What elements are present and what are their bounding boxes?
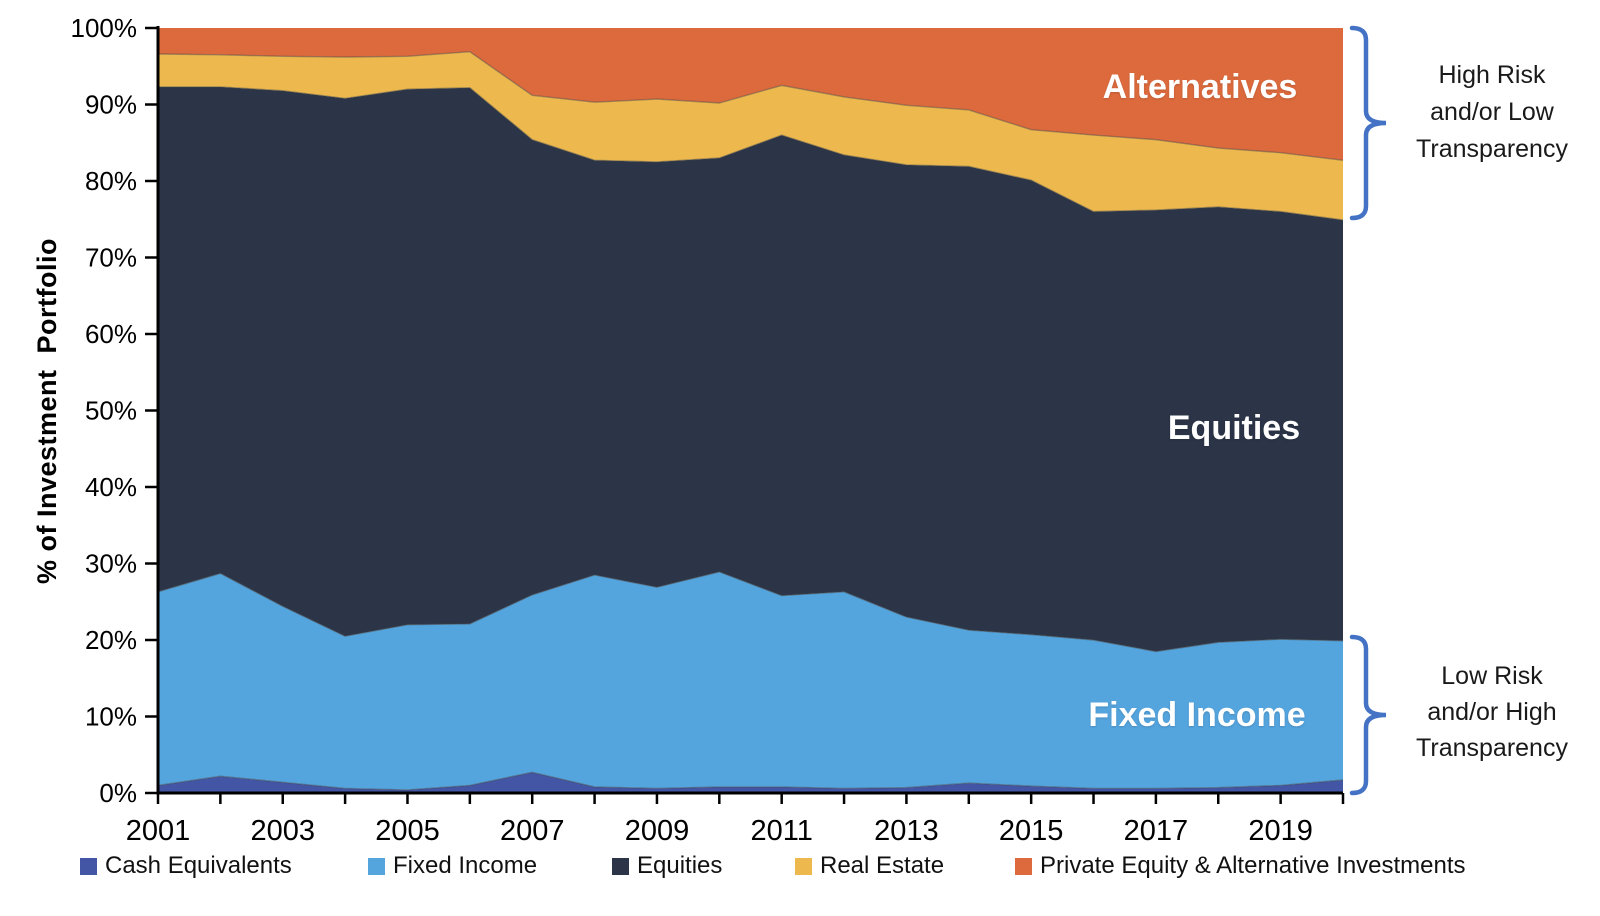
high-risk-line-2: and/or Low bbox=[1430, 98, 1554, 126]
area-private-equity-alternative-investments bbox=[158, 28, 1343, 161]
x-tick-label: 2003 bbox=[250, 815, 315, 847]
y-tick-label: 60% bbox=[85, 319, 137, 349]
boundary-real-estate bbox=[157, 50, 1344, 161]
equities-area-label: Equities bbox=[1167, 409, 1301, 447]
high-risk-line-3: Transparency bbox=[1416, 135, 1568, 163]
area-fixed-income bbox=[158, 571, 1343, 790]
low-risk-annotation: Low Risk and/or High Transparency bbox=[1392, 658, 1592, 766]
low-risk-line-3: Transparency bbox=[1416, 734, 1568, 762]
alternatives-area-label: Alternatives bbox=[1102, 68, 1298, 106]
low-risk-bracket bbox=[1349, 634, 1387, 796]
area-equities bbox=[158, 86, 1343, 652]
x-tick-label: 2001 bbox=[126, 815, 191, 847]
y-axis-title: % of Investment Portfolio bbox=[32, 237, 62, 585]
low-risk-line-1: Low Risk bbox=[1441, 662, 1543, 690]
y-tick-label: 90% bbox=[85, 90, 137, 120]
y-tick-label: 70% bbox=[85, 243, 137, 273]
y-tick-label: 20% bbox=[85, 625, 137, 655]
y-tick-label: 10% bbox=[85, 702, 137, 732]
y-tick-label: 80% bbox=[85, 166, 137, 196]
boundary-cash-equivalents bbox=[157, 771, 1344, 791]
x-tick-label: 2019 bbox=[1248, 815, 1313, 847]
x-tick-label: 2015 bbox=[999, 815, 1064, 847]
y-tick-label: 0% bbox=[99, 778, 137, 808]
low-risk-line-2: and/or High bbox=[1427, 698, 1557, 726]
x-tick-label: 2017 bbox=[1124, 815, 1189, 847]
y-tick-label: 100% bbox=[71, 13, 138, 43]
boundary-equities bbox=[158, 86, 1344, 221]
y-tick-label: 40% bbox=[85, 472, 137, 502]
area-real-estate bbox=[158, 51, 1343, 221]
high-risk-annotation: High Risk and/or Low Transparency bbox=[1392, 57, 1592, 168]
x-tick-label: 2013 bbox=[874, 815, 939, 847]
x-tick-label: 2007 bbox=[500, 815, 565, 847]
x-tick-label: 2009 bbox=[625, 815, 690, 847]
x-tick-label: 2005 bbox=[375, 815, 440, 847]
high-risk-line-1: High Risk bbox=[1438, 61, 1546, 89]
area-cash-equivalents bbox=[158, 772, 1343, 793]
y-tick-label: 30% bbox=[85, 549, 137, 579]
fixed-income-area-label: Fixed Income bbox=[1088, 696, 1306, 734]
x-tick-label: 2011 bbox=[750, 815, 812, 847]
boundary-fixed-income bbox=[157, 571, 1344, 653]
y-tick-label: 50% bbox=[85, 396, 137, 426]
high-risk-bracket bbox=[1349, 25, 1387, 221]
